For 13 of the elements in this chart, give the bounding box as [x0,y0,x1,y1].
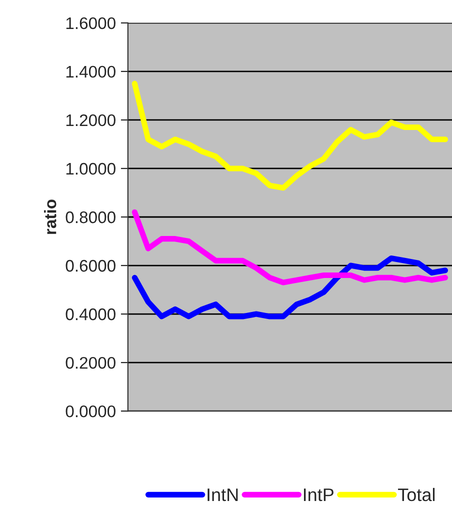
y-axis-title: ratio [44,200,56,234]
y-tick-label: 1.6000 [66,17,116,30]
y-tick-label: 1.2000 [66,114,116,126]
y-tick-label: 0.0000 [66,405,116,418]
legend-label: IntN [208,488,238,502]
y-tick-label: 0.4000 [66,308,116,320]
y-tick-label: 0.8000 [66,211,116,224]
y-tick-label: 0.6000 [66,260,116,272]
y-tick-label: 0.2000 [66,356,116,369]
y-tick-label: 1.4000 [66,66,116,78]
legend-label: IntP [304,488,334,502]
legend-label: Total [398,488,435,502]
y-tick-label: 1.0000 [66,162,116,175]
